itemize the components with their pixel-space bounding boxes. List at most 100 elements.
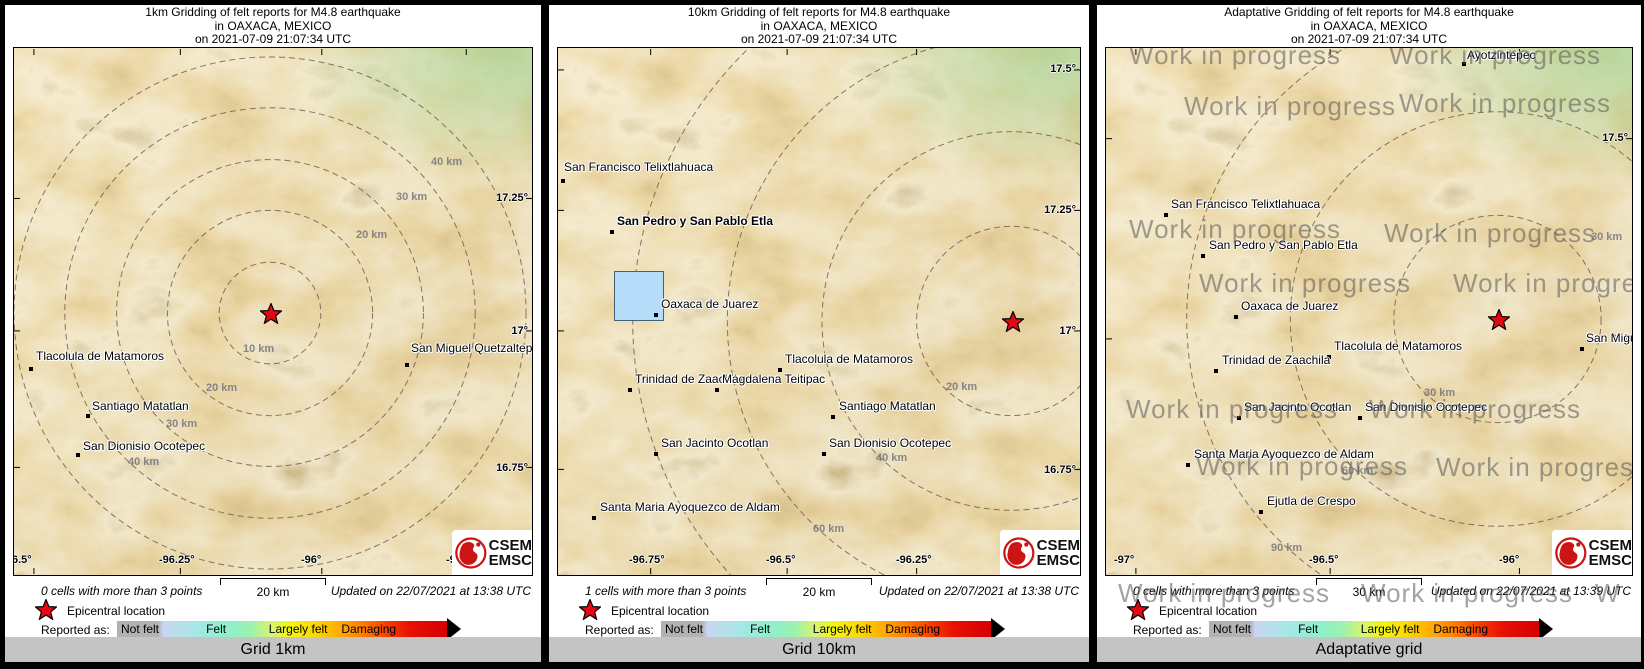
terrain-texture (1106, 48, 1632, 575)
longitude-label: -96.25° (896, 554, 932, 566)
city-dot (1327, 355, 1331, 359)
ring-distance-label: 20 km (206, 382, 238, 394)
logo-text-top: CSEM (1036, 536, 1080, 554)
city-label: San Dionisio Ocotepec (829, 436, 952, 450)
city-label: Oaxaca de Juarez (661, 297, 759, 311)
city-dot (1164, 213, 1168, 217)
scale-bar (1316, 578, 1422, 585)
city-label: Oaxaca de Juarez (1241, 299, 1339, 313)
csem-globe-icon (1003, 536, 1035, 569)
epicenter-legend-label: Epicentral location (611, 604, 710, 618)
grid-type-label: Adaptative grid (1315, 640, 1423, 658)
distance-rings (1106, 48, 1632, 575)
map-title-line: in OAXACA, MEXICO (214, 18, 332, 33)
epicenter-star-icon (577, 597, 603, 621)
latitude-label: 17.25° (496, 192, 528, 204)
panel-grid-10km: 10km Gridding of felt reports for M4.8 e… (548, 4, 1090, 663)
map-title-line: 10km Gridding of felt reports for M4.8 e… (687, 5, 951, 19)
map-title-line: in OAXACA, MEXICO (1310, 18, 1428, 33)
epicenter-star (1000, 309, 1026, 337)
latitude-label: 17° (1611, 333, 1628, 345)
city-dot (1358, 416, 1362, 420)
map-title: 1km Gridding of felt reports for M4.8 ea… (5, 5, 541, 47)
map-title-line: in OAXACA, MEXICO (760, 18, 878, 33)
grid-type-band: Adaptative grid (1097, 637, 1641, 662)
legend-felt-label: Felt (750, 622, 771, 636)
watermark-text: Work in progress (1118, 578, 1331, 608)
map-title: Adaptative Gridding of felt reports for … (1097, 5, 1641, 47)
city-dot (405, 363, 409, 367)
legend-largely-felt-label: Largely felt (812, 622, 872, 636)
csem-globe-icon (1555, 536, 1587, 569)
ring-distance-label: 40 km (876, 452, 908, 464)
city-dot (1186, 463, 1190, 467)
ring-distance-label: 30 km (166, 418, 198, 430)
legend-arrow-icon (991, 618, 1005, 640)
watermark-text: Work in progress (1453, 268, 1632, 298)
city-label: San Francisco Telixtlahuaca (1171, 197, 1321, 211)
footer-row-epicenter: Epicentral location (549, 597, 1089, 621)
city-label: Ayotzintepec (1467, 48, 1536, 62)
city-label: San Dionisio Ocotepec (83, 439, 206, 453)
distance-rings (14, 49, 532, 574)
epicenter-star-icon (1000, 309, 1026, 333)
epicenter-star-icon (258, 301, 284, 325)
city-label: Trinidad de Zaachila (1222, 353, 1331, 367)
watermark-text: Work in progress (1129, 214, 1342, 244)
city-label: Ejutla de Crespo (1267, 494, 1356, 508)
grid-type-label: Grid 10km (782, 640, 856, 658)
city-dot (86, 414, 90, 418)
map-canvas: 10 km 20 km 30 km 40 km 20 km 30 km 40 km 17.25… (13, 47, 533, 576)
footer-row-epicenter: Epicentral location (5, 597, 541, 621)
city-label: Trinidad de Zaachila (635, 372, 744, 386)
map-title-line: on 2021-07-09 21:07:34 UTC (194, 32, 352, 46)
city-dot (715, 388, 719, 392)
map-title-line: on 2021-07-09 21:07:34 UTC (1290, 32, 1448, 46)
legend-not-felt-label: Not felt (1213, 622, 1252, 636)
intensity-legend-bar: Not felt Felt Largely felt Damaging (1209, 621, 1539, 638)
epicenter-legend-label: Epicentral location (1159, 604, 1258, 618)
map-title-line: 1km Gridding of felt reports for M4.8 ea… (145, 5, 401, 19)
legend-damaging-label: Damaging (1433, 622, 1489, 636)
logo-text-bottom: EMSC (1036, 551, 1080, 569)
city-dot (831, 415, 835, 419)
watermark-text: Work in progress (1361, 578, 1574, 608)
watermark-text: Work in progress (1384, 218, 1597, 248)
intensity-legend-bar: Not felt Felt Largely felt Damaging (661, 621, 991, 638)
latitude-label: 16.75° (1044, 464, 1076, 476)
updated-timestamp: Updated on 22/07/2021 at 13:38 UTC (878, 584, 1079, 598)
latitude-label: 17.25° (1044, 204, 1076, 216)
city-dot (592, 516, 596, 520)
city-dot (76, 453, 80, 457)
city-dot (628, 388, 632, 392)
city-label: San Jacinto Ocotlan (661, 436, 769, 450)
watermark-text: Work in progress (1399, 88, 1612, 118)
city-dot (822, 452, 826, 456)
epicenter-legend-star (577, 597, 603, 625)
footer-row-stats: 0 cells with more than 3 points 30 km Upda… (1097, 578, 1641, 603)
epicenter-legend-star (1125, 597, 1151, 625)
cells-count-text: 1 cells with more than 3 points (585, 584, 747, 598)
scale-bar-label: 30 km (1352, 585, 1386, 599)
footer-row-stats: 0 cells with more than 3 points 20 km Upda… (5, 578, 541, 603)
ring-distance-label: 90 km (1271, 542, 1303, 554)
ring-distance-label: 30 km (1591, 231, 1623, 243)
latitude-label: 17.5° (1602, 132, 1628, 144)
grid-type-band: Grid 10km (549, 637, 1089, 662)
grid-type-label: Grid 1km (240, 640, 306, 658)
city-dot (1259, 510, 1263, 514)
city-label: Tlacolula de Matamoros (1334, 339, 1463, 353)
logo-text-top: CSEM (1588, 536, 1632, 554)
scale-bar (766, 578, 872, 585)
grid-type-band: Grid 1km (5, 637, 541, 662)
latitude-label: 17° (1059, 325, 1076, 337)
epicenter-legend-star (33, 597, 59, 625)
city-label: Tlacolula de Matamoros (36, 349, 165, 363)
logo-text-bottom: EMSC (1588, 551, 1632, 569)
legend-damaging-label: Damaging (885, 622, 941, 636)
updated-timestamp: Updated on 22/07/2021 at 13:38 UTC (330, 584, 531, 598)
latitude-label: 17° (511, 325, 528, 337)
map-title-line: Adaptative Gridding of felt reports for … (1224, 5, 1514, 19)
legend-largely-felt-label: Largely felt (1360, 622, 1420, 636)
